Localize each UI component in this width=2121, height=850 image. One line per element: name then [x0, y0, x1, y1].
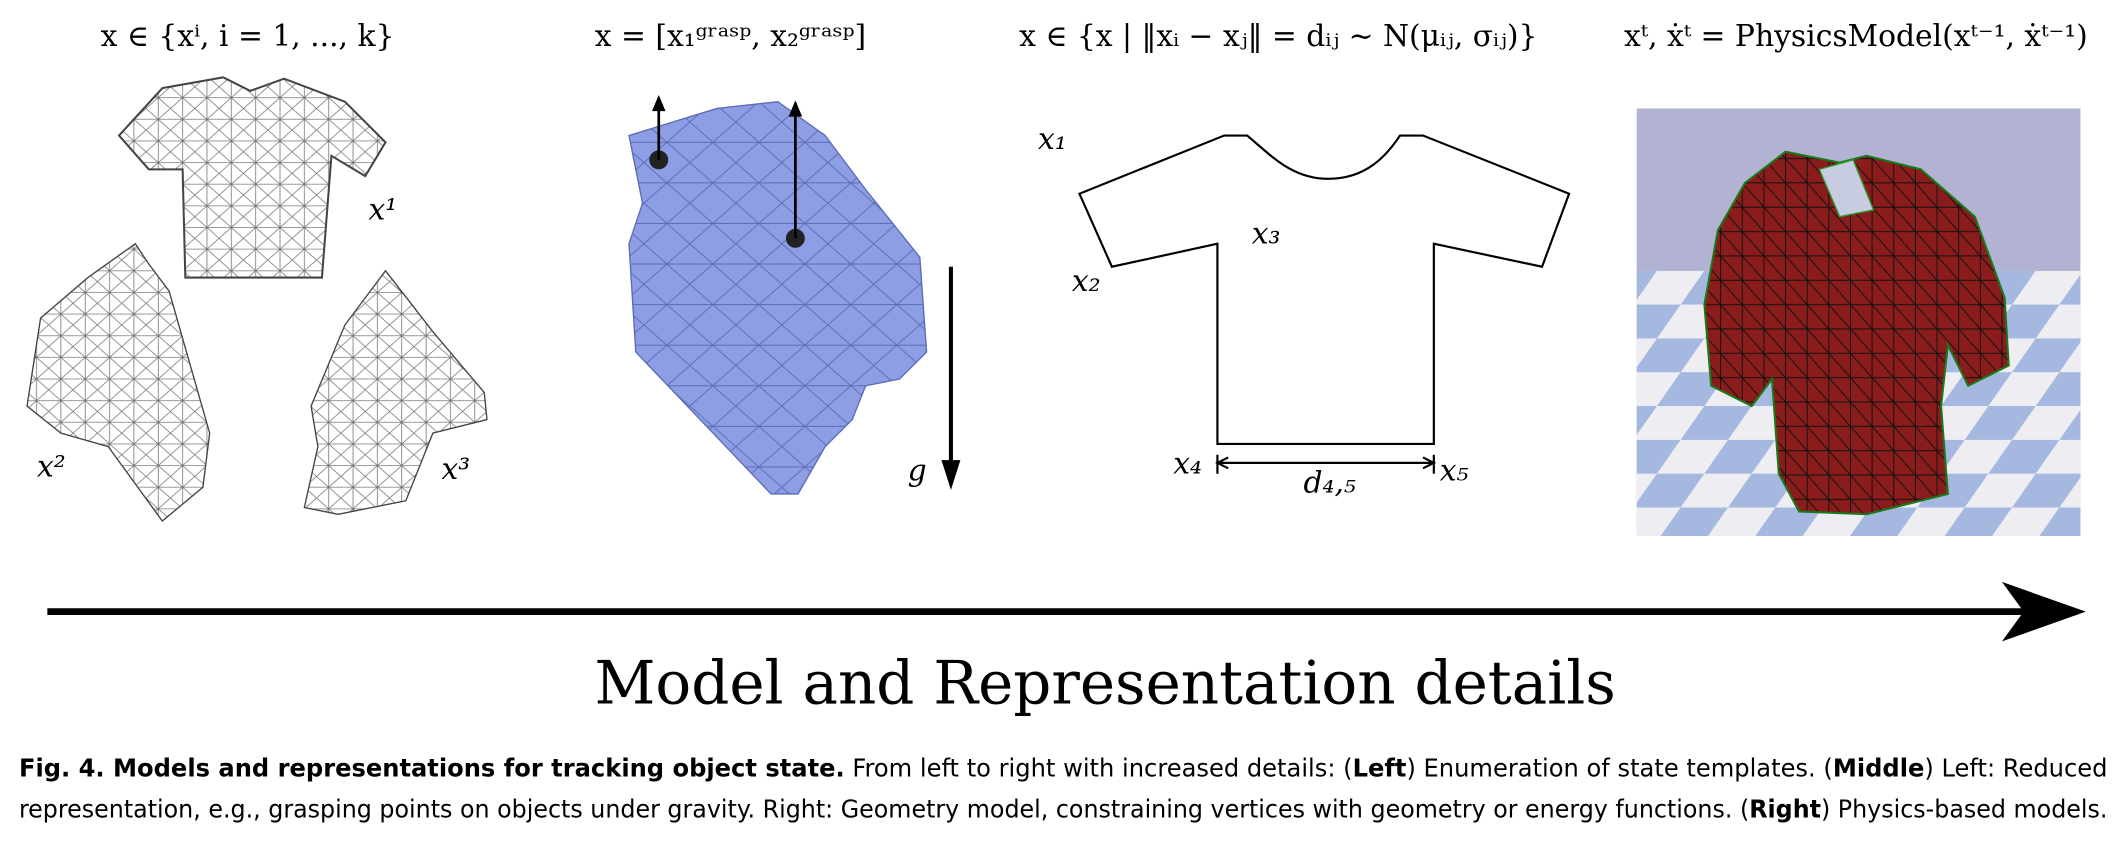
- axis-label: Model and Representation details: [595, 650, 1616, 719]
- math-label: g: [908, 453, 927, 488]
- math-label: d₄,₅: [1304, 466, 1356, 501]
- math-label: x³: [441, 452, 470, 487]
- panel-middle-right-image: [1077, 134, 1571, 474]
- caption-run: ) Left: Reduced: [1924, 754, 2107, 783]
- math-label: x₅: [1440, 453, 1469, 488]
- math-label: x₄: [1173, 447, 1202, 482]
- caption-line: Fig. 4. Models and representations for t…: [19, 754, 2108, 783]
- formula: xᵗ, ẋᵗ = PhysicsModel(xᵗ⁻¹, ẋᵗ⁻¹): [1624, 19, 2088, 54]
- caption-run: Left: [1353, 754, 1407, 783]
- math-label: x₁: [1038, 122, 1067, 157]
- caption-run: Fig. 4. Models and representations for t…: [19, 754, 845, 783]
- caption-line: representation, e.g., grasping points on…: [19, 794, 2108, 823]
- caption: Fig. 4. Models and representations for t…: [19, 754, 2108, 824]
- formula: x ∈ {xⁱ, i = 1, ..., k}: [101, 19, 395, 54]
- formula: x = [x₁ᵍʳᵃˢᵖ, x₂ᵍʳᵃˢᵖ]: [595, 19, 866, 54]
- caption-run: ) Physics-based models.: [1821, 794, 2107, 823]
- formula: x ∈ {x | ‖xᵢ − xⱼ‖ = dᵢⱼ ∼ N(μᵢⱼ, σᵢⱼ)}: [1019, 19, 1537, 54]
- caption-run: From left to right with increased detail…: [845, 754, 1353, 783]
- panel-middle-left-image: [628, 94, 961, 495]
- panel-left-images: [26, 76, 488, 523]
- math-label: x¹: [368, 192, 397, 227]
- math-label: x²: [37, 449, 66, 484]
- caption-run: ) Enumeration of state templates. (: [1406, 754, 1832, 783]
- math-label: x₃: [1252, 217, 1281, 252]
- panel-right-image: [1636, 108, 2081, 536]
- caption-run: representation, e.g., grasping points on…: [19, 794, 1749, 823]
- caption-run: Middle: [1833, 754, 1925, 783]
- math-label: x₂: [1072, 264, 1101, 299]
- caption-run: Right: [1749, 794, 1821, 823]
- axis-arrow: [47, 581, 2086, 642]
